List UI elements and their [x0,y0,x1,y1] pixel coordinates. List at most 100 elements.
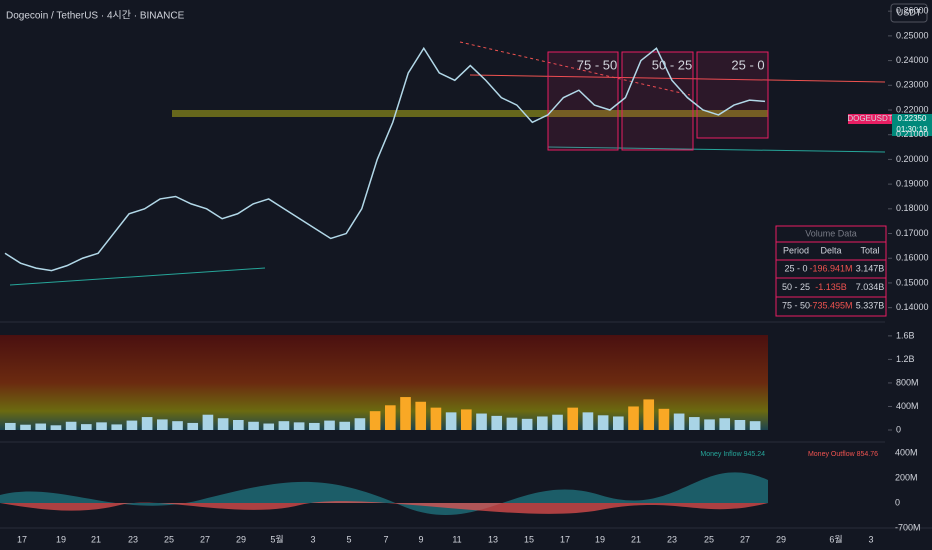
volume-bar [354,418,366,430]
volume-bar [263,423,275,430]
y-tick-label: 0 [896,424,901,434]
y-tick-label: 0.25000 [896,30,929,40]
x-tick-label: 27 [740,534,750,544]
x-tick-label: 23 [667,534,677,544]
flow-area [0,501,768,514]
x-tick-label: 5 [346,534,351,544]
table-cell: 7.034B [856,282,885,292]
volume-bar [50,425,62,430]
volume-bar [552,414,563,430]
volume-bar [704,419,715,430]
table-header: Total [860,245,879,255]
price-tag [892,114,932,136]
x-tick-label: 6월 [829,533,842,544]
volume-bar [111,424,123,430]
volume-bar [187,422,199,430]
y-tick-label: 0.22000 [896,104,929,114]
x-tick-label: 29 [236,534,246,544]
volume-bar [719,418,731,430]
support-band [172,110,768,117]
volume-heat [0,335,768,430]
currency[interactable]: USDT [897,7,922,17]
volume-bar [689,417,700,430]
volume-bar [567,407,579,430]
symbol: DOGEUSDT [847,114,892,123]
y-tick-label: 0.20000 [896,154,929,164]
y-tick-label: 0.17000 [896,228,929,238]
volume-bar [521,418,533,430]
volume-bar [491,415,503,430]
x-tick-label: 21 [91,534,101,544]
x-tick-label: 11 [452,534,461,544]
x-tick-label: 23 [128,534,138,544]
table-cell: 50 - 25 [782,282,810,292]
y-tick-label: 0.21000 [896,129,929,139]
currency-button[interactable] [890,3,928,23]
volume-bar [81,424,92,430]
volume-bar [643,399,655,430]
volume-bar [5,422,16,430]
volume-bar [248,421,259,430]
volume-bar [278,421,290,430]
flow-tick: 400M [895,447,918,457]
y-tick-label: 1.2B [896,354,915,364]
table-cell: -735.495M [809,300,852,310]
table-cell: -196.941M [809,263,852,273]
table-cell: 3.147B [856,263,885,273]
volume-bar [65,421,77,430]
y-tick-label: 400M [896,401,919,411]
volume-bar [582,412,594,430]
x-tick-label: 3 [310,534,315,544]
volume-bar [400,397,411,430]
x-tick-label: 21 [631,534,641,544]
symbol-tag [848,114,892,124]
volume-bar [506,417,518,430]
zone-label: 50 - 25 [652,57,692,72]
x-tick-label: 5월 [270,533,283,544]
table-header: Delta [820,245,841,255]
flow-tick: 0 [895,497,900,507]
volume-bar [597,415,609,430]
volume-bar [293,422,305,430]
x-tick-label: 27 [200,534,210,544]
zone-label: 25 - 0 [731,57,764,72]
y-tick-label: 800M [896,377,919,387]
outflow-label: Money Outflow 854.76 [808,451,878,458]
y-tick-label: 0.14000 [896,302,929,312]
volume-bar [658,408,670,430]
volume-bar [385,405,396,430]
trend-line [469,74,886,83]
table-title: Volume Data [805,228,857,238]
volume-bar [749,421,761,430]
x-tick-label: 25 [704,534,714,544]
x-tick-label: 25 [164,534,174,544]
table-cell: 5.337B [856,300,885,310]
y-tick-label: 0.26000 [896,6,929,16]
flow-tick: -700M [895,522,921,532]
volume-bar [233,420,244,430]
y-tick-label: 0.15000 [896,277,929,287]
x-tick-label: 19 [56,534,66,544]
x-tick-label: 17 [560,534,570,544]
y-tick-label: 0.18000 [896,203,929,213]
x-tick-label: 7 [383,534,388,544]
table-header: Period [783,245,809,255]
volume-bar [339,421,351,430]
y-tick-label: 0.16000 [896,253,929,263]
trend-line [547,146,886,153]
volume-bar [537,416,548,430]
y-tick-label: 0.24000 [896,55,929,65]
volume-bar [20,424,31,430]
x-tick-label: 3 [868,534,873,544]
flow-tick: 200M [895,472,918,482]
y-tick-label: 0.23000 [896,80,929,90]
price: 0.22350 [898,114,927,123]
x-tick-label: 9 [418,534,423,544]
header-title: Dogecoin / TetherUS · 4시간 · BINANCE [6,10,185,22]
inflow-label: Money Inflow 945.24 [700,451,765,458]
y-tick-label: 1.6B [896,330,915,340]
volume-table [775,225,887,317]
x-tick-label: 29 [776,534,786,544]
